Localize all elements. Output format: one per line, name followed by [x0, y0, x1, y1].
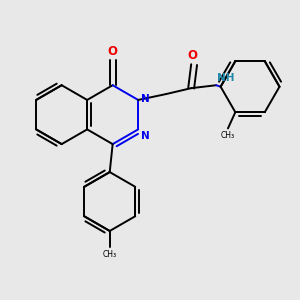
Text: N: N [141, 131, 150, 141]
Text: NH: NH [217, 73, 235, 83]
Text: CH₃: CH₃ [103, 250, 117, 259]
Text: O: O [108, 45, 118, 58]
Text: O: O [188, 49, 198, 62]
Text: N: N [141, 94, 150, 104]
Text: CH₃: CH₃ [221, 131, 235, 140]
